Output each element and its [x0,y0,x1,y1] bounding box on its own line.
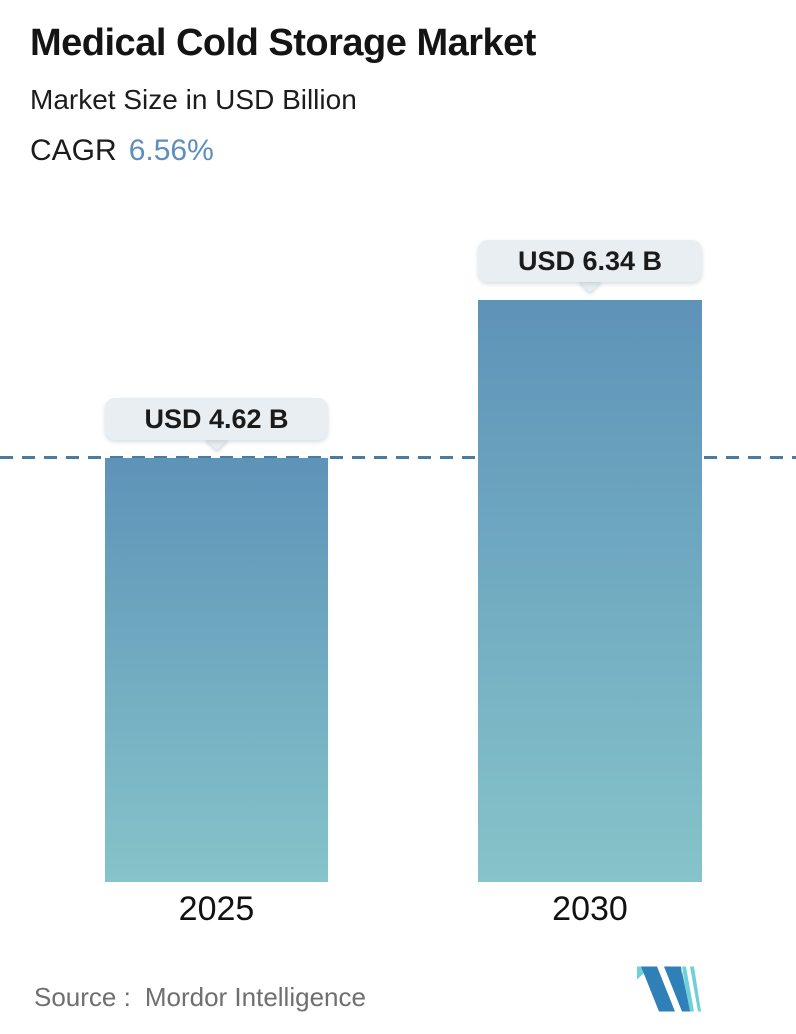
source-label: Source : [34,982,131,1012]
bar-group-2030: USD 6.34 B 2030 [478,0,702,1034]
bar-group-2025: USD 4.62 B 2025 [105,0,328,1034]
chart-subtitle: Market Size in USD Billion [30,84,357,115]
mordor-intelligence-logo [637,966,701,1012]
x-axis-label-2030: 2030 [552,890,628,928]
x-axis-label-2025: 2025 [178,890,255,928]
reference-dashed-line [0,456,796,459]
cagr-value: 6.56% [128,134,214,167]
source-credit: Source : Mordor Intelligence [34,982,366,1013]
value-badge-label: USD 6.34 B [478,240,702,282]
page-title: Medical Cold Storage Market [30,22,536,64]
source-value: Mordor Intelligence [144,982,366,1012]
value-badge-2025: USD 4.62 B [105,398,328,451]
value-badge-2030: USD 6.34 B [478,240,702,293]
cagr-line: CAGR 6.56% [30,134,214,168]
cagr-label: CAGR [30,134,117,167]
bar-2025 [105,458,328,882]
bar-2030 [478,300,702,882]
value-badge-label: USD 4.62 B [105,398,328,440]
